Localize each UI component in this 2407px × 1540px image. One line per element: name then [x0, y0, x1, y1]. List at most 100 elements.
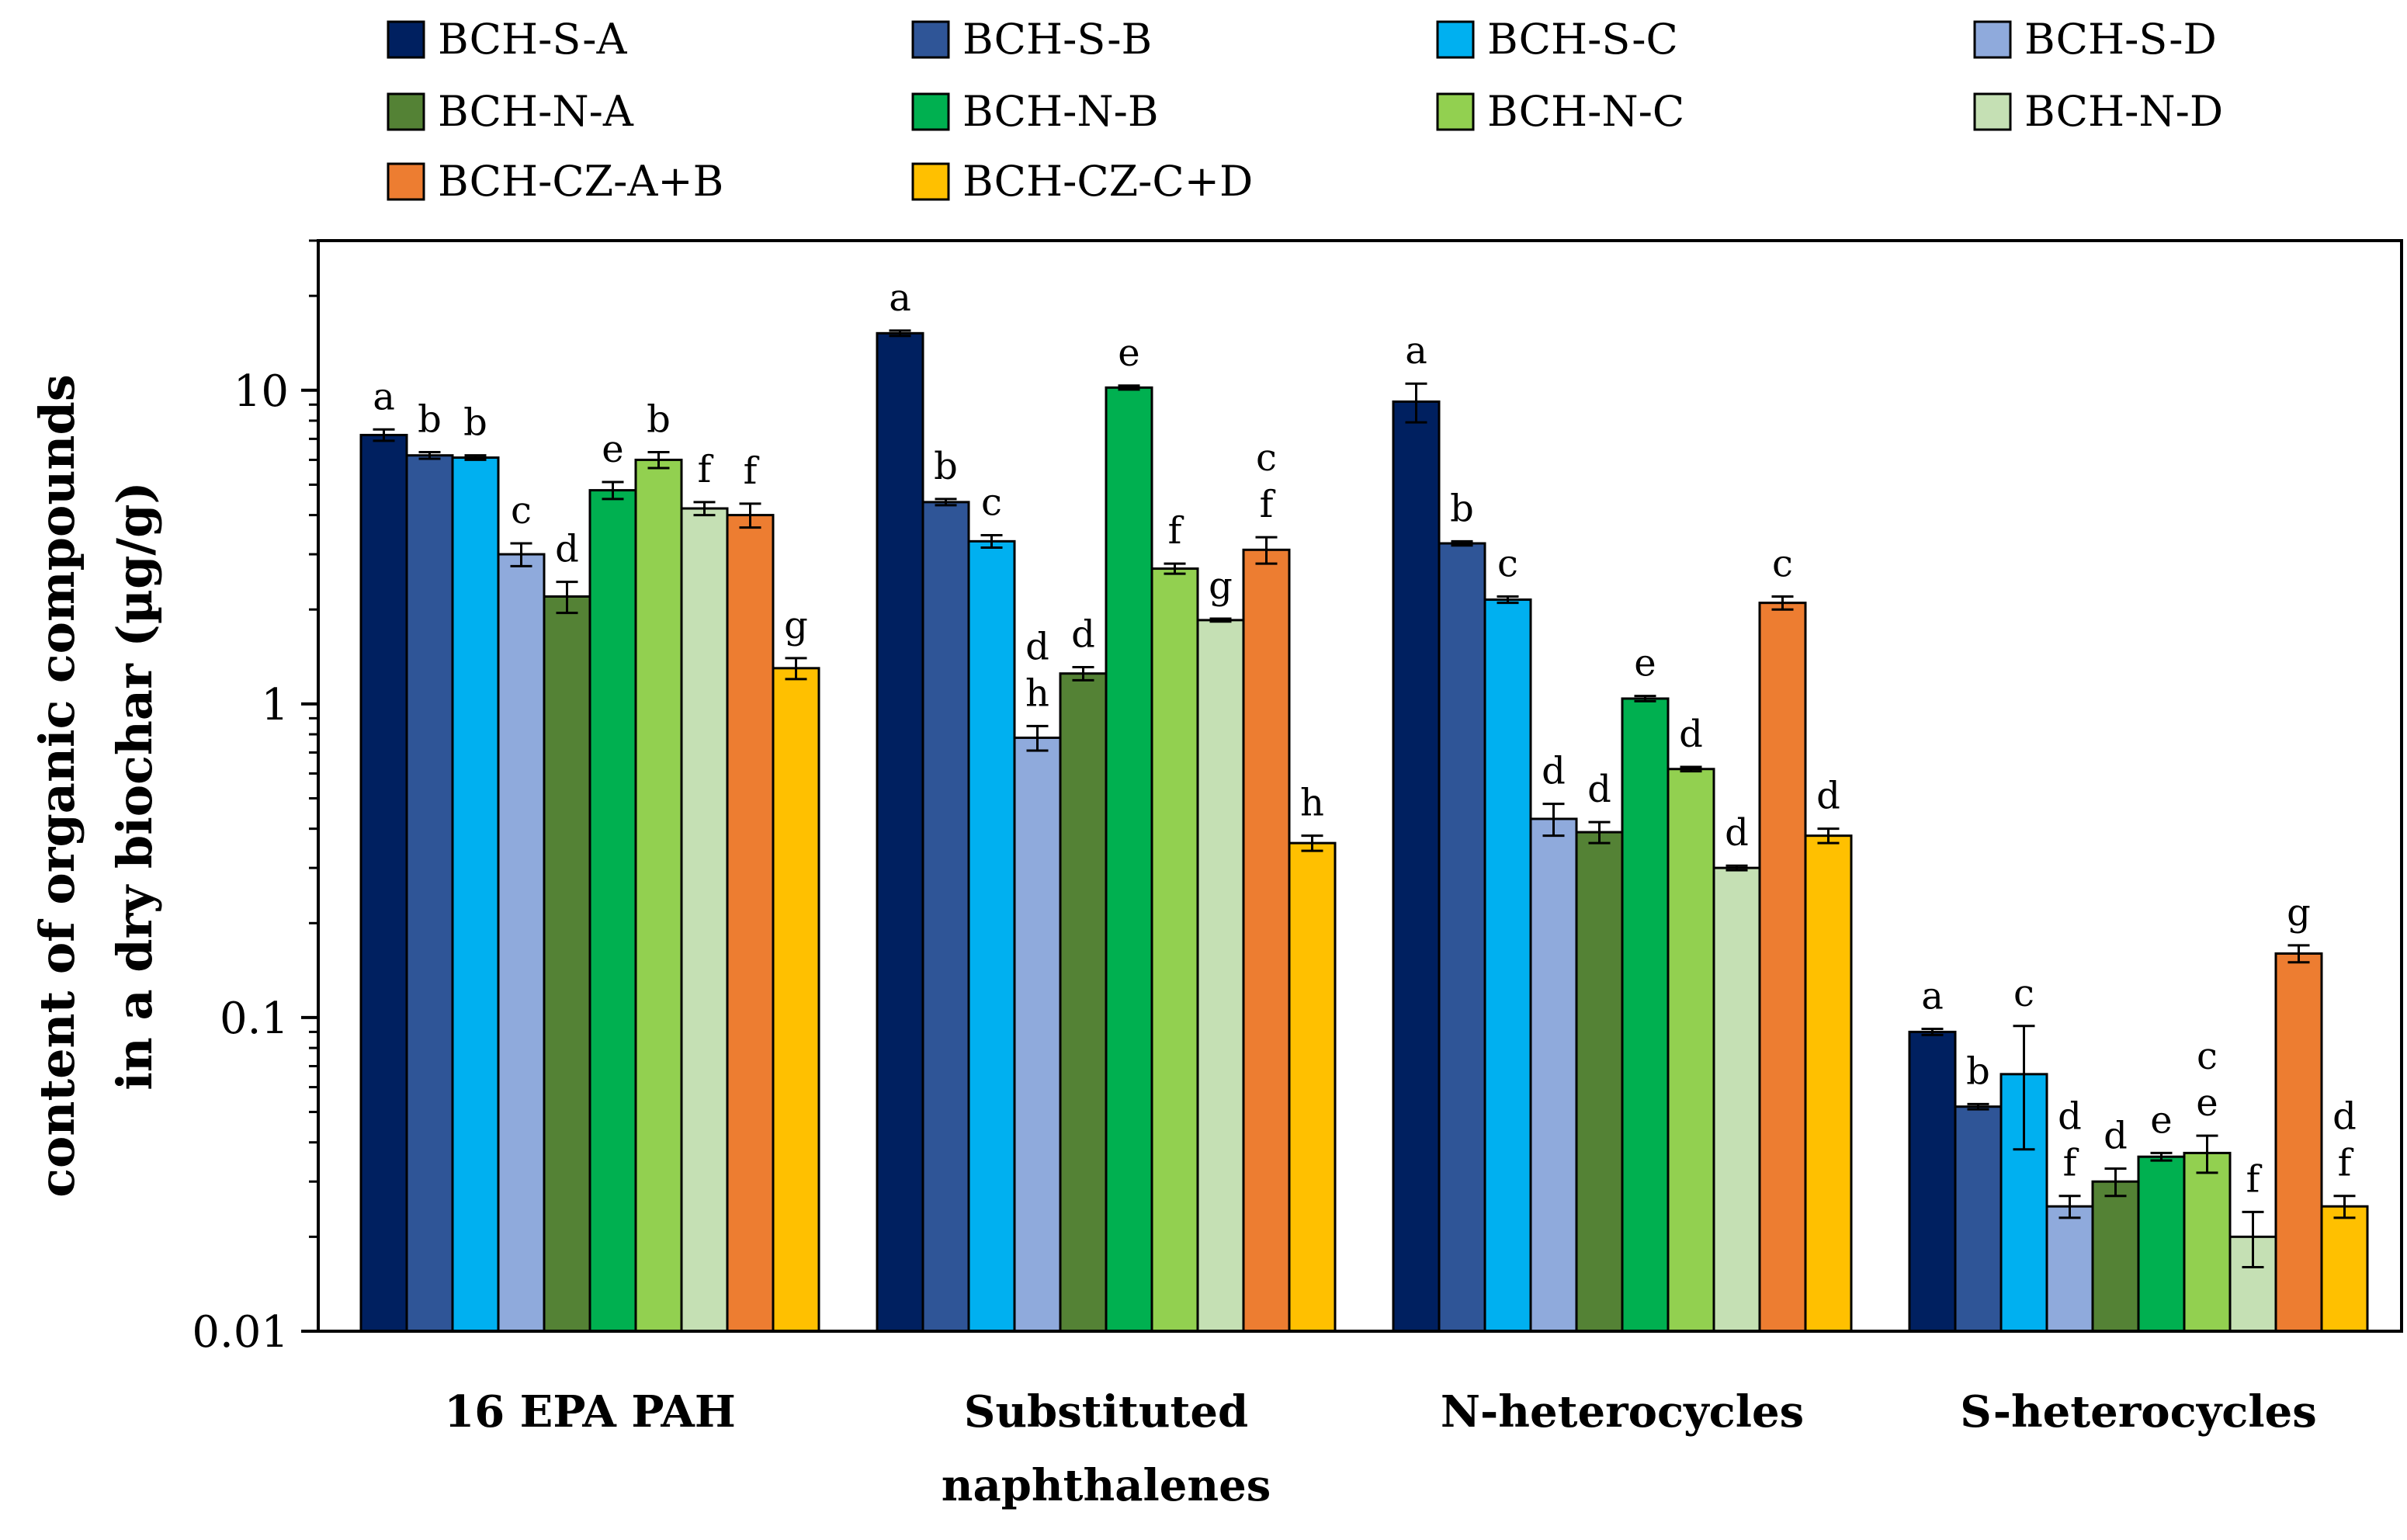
legend-label: BCH-S-D	[2024, 15, 2217, 64]
bar-bch-s-a-cat1	[876, 331, 924, 1333]
legend-item-bch-s-d: BCH-S-D	[1973, 15, 2217, 64]
bar-bch-s-d-cat0	[497, 553, 546, 1333]
series-bch-n-d: f g d f	[680, 448, 2277, 1333]
y-axis: 10 1 0.1 0.01	[192, 239, 2403, 1358]
y-tick-label: 0.1	[220, 994, 289, 1044]
legend-swatch	[1973, 20, 2012, 59]
bar-bch-n-c-cat0	[634, 458, 683, 1333]
bar-bch-s-c-cat1	[967, 539, 1016, 1333]
significance-label: d	[2104, 1114, 2128, 1157]
significance-label: b	[1450, 487, 1474, 530]
bar-bch-n-b-cat2	[1621, 697, 1670, 1333]
significance-label: f	[698, 448, 714, 491]
significance-label: e	[1118, 331, 1139, 375]
bar-bch-cz-c-d-cat2	[1804, 834, 1853, 1333]
bar-bch-s-a-cat3	[1908, 1030, 1957, 1333]
significance-label: b	[1966, 1049, 1990, 1093]
bar-bch-n-a-cat0	[543, 595, 591, 1333]
legend-swatch	[387, 92, 425, 131]
significance-label: b	[934, 445, 958, 488]
significance-label: h	[1300, 782, 1324, 825]
bar-bch-cz-a-b-cat1	[1242, 548, 1291, 1333]
significance-label: a	[1405, 329, 1427, 373]
significance-label: a	[889, 276, 911, 320]
significance-label: c	[2197, 1035, 2218, 1078]
bar-bch-cz-c-d-cat1	[1288, 841, 1337, 1333]
legend-label: BCH-CZ-C+D	[962, 157, 1253, 206]
legend-swatch	[1973, 92, 2012, 131]
significance-label: f	[1260, 483, 1276, 526]
bar-bch-cz-a-b-cat3	[2274, 952, 2323, 1333]
bar-bch-n-a-cat1	[1059, 672, 1108, 1333]
legend-swatch	[911, 162, 950, 201]
significance-label: d	[1679, 713, 1703, 756]
bar-bch-s-d-cat2	[1529, 817, 1578, 1333]
significance-label: d	[1025, 625, 1049, 668]
bar-bch-cz-a-b-cat0	[726, 514, 775, 1333]
significance-label: c	[511, 489, 532, 532]
bar-bch-n-b-cat1	[1105, 386, 1153, 1333]
significance-label: f	[2246, 1157, 2263, 1201]
legend-label: BCH-N-D	[2024, 87, 2223, 136]
significance-label: c	[2013, 972, 2034, 1015]
legend-item-bch-s-a: BCH-S-A	[387, 15, 628, 64]
y-axis-title-line: in a dry biochar (µg/g)	[106, 481, 163, 1091]
bar-bch-n-d-cat0	[680, 507, 729, 1333]
bar-bch-s-d-cat1	[1013, 736, 1062, 1333]
plot-frame	[317, 239, 2403, 1333]
bar-bch-cz-a-b-cat2	[1758, 602, 1807, 1333]
bar-bch-n-c-cat3	[2183, 1151, 2232, 1333]
y-tick-label: 10	[234, 366, 289, 417]
bar-bch-n-a-cat3	[2091, 1180, 2140, 1333]
significance-label: d	[555, 528, 579, 571]
bar-bch-s-b-cat2	[1438, 542, 1486, 1333]
significance-label: e	[602, 428, 623, 471]
bar-bch-n-d-cat2	[1712, 866, 1761, 1333]
bar-bch-n-c-cat2	[1667, 768, 1715, 1333]
significance-label: a	[1921, 975, 1944, 1018]
category-label: 16 EPA PAH	[444, 1386, 735, 1438]
legend-label: BCH-N-C	[1487, 87, 1684, 136]
legend-item-bch-s-b: BCH-S-B	[911, 15, 1152, 64]
legend-swatch	[387, 162, 425, 201]
significance-label: h	[1025, 671, 1049, 715]
legend-label: BCH-S-C	[1487, 15, 1678, 64]
legend-label: BCH-S-A	[438, 15, 628, 64]
legend-item-bch-n-d: BCH-N-D	[1973, 87, 2223, 136]
legend-item-bch-n-b: BCH-N-B	[911, 87, 1159, 136]
significance-label: f	[744, 449, 760, 493]
bar-bch-n-d-cat1	[1196, 619, 1245, 1333]
legend-item-bch-cz-a-b: BCH-CZ-A+B	[387, 157, 723, 206]
series-bch-cz-a-b: f c f c g	[726, 436, 2323, 1333]
bar-bch-s-b-cat0	[405, 454, 454, 1333]
category-label: Substituted	[964, 1386, 1248, 1438]
series-bch-n-a: d d d d	[543, 528, 2140, 1333]
legend-swatch	[387, 20, 425, 59]
significance-label: a	[373, 375, 395, 418]
bar-bch-n-b-cat3	[2137, 1155, 2186, 1333]
legend-label: BCH-N-A	[438, 87, 634, 136]
series-bch-cz-c-d: gh ddf	[772, 604, 2369, 1333]
significance-label: f	[1168, 509, 1184, 553]
significance-label: b	[463, 401, 487, 445]
significance-label: g	[784, 604, 808, 647]
significance-label: c	[1497, 542, 1518, 585]
bar-bch-s-c-cat0	[451, 456, 500, 1333]
significance-label: g	[2287, 891, 2311, 935]
legend-label: BCH-CZ-A+B	[438, 157, 723, 206]
bar-bch-s-a-cat2	[1392, 400, 1441, 1333]
significance-label: e	[1634, 642, 1656, 685]
bar-bch-cz-c-d-cat0	[772, 667, 820, 1333]
legend-swatch	[1436, 92, 1475, 131]
significance-label: e	[2150, 1098, 2172, 1142]
chart-legend: BCH-S-A BCH-S-B BCH-S-C BCH-S-D BCH-N-A BCH-N…	[387, 15, 2223, 206]
significance-label: c	[981, 481, 1002, 525]
legend-label: BCH-S-B	[962, 15, 1152, 64]
category-label: naphthalenes	[942, 1460, 1271, 1511]
legend-swatch	[1436, 20, 1475, 59]
y-axis-title: content of organic compounds in a dry bio…	[29, 374, 163, 1198]
significance-label: d	[2332, 1095, 2357, 1139]
